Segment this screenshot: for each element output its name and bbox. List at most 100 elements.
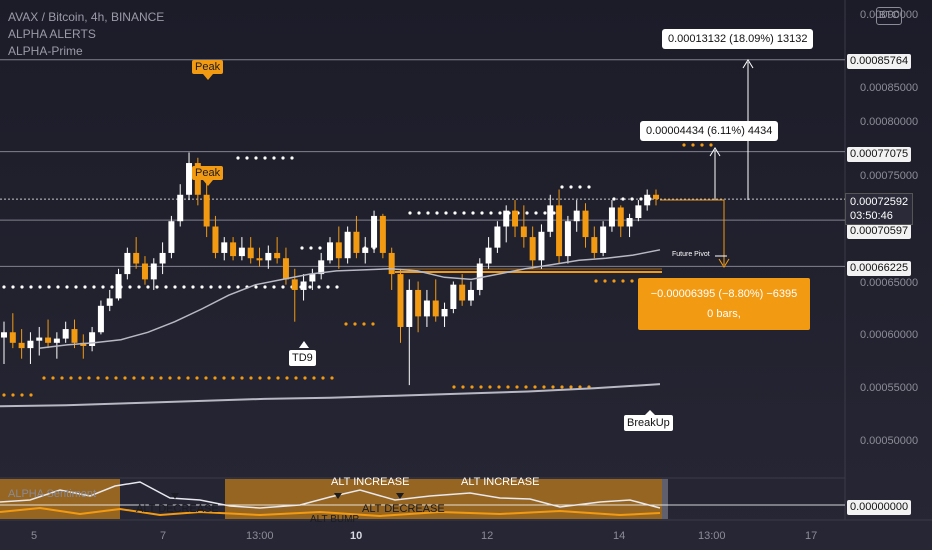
resistance-dots [245,156,249,160]
resistance-dots [408,211,412,215]
resistance-dots [462,211,466,215]
candle-body [547,205,554,232]
current-price-tag: 0.00072592 03:50:46 [845,193,914,225]
candle-body [265,252,272,261]
candle-body [388,252,395,275]
resistance-dots [263,285,267,289]
support-dots [29,393,33,397]
candle-body [53,338,60,343]
candle-body [397,274,404,327]
candle-body [36,337,43,341]
resistance-dots [38,285,42,289]
time-tick: 7 [160,530,167,542]
candle-body [106,298,113,306]
resistance-dots [128,285,132,289]
candle-body [168,221,175,253]
measure-callout-upper: 0.00013132 (18.09%) 13132 [662,29,814,49]
support-dots [276,376,280,380]
support-dots [569,385,573,389]
resistance-dots [309,246,313,250]
resistance-dots [254,156,258,160]
resistance-dots [29,285,33,289]
candle-body [371,215,378,248]
axis-tick: 0.00085000 [860,82,919,94]
support-dots [371,322,375,326]
support-dots [515,385,519,389]
alt-marker [334,493,342,499]
candle-body [644,194,651,206]
alt-marker [396,493,404,499]
support-dots [506,385,510,389]
resistance-dots [444,211,448,215]
sub-pane-name: ALPHA Sentiment [8,488,97,500]
resistance-dots [525,211,529,215]
measure-callout-lower: 0.00004434 (6.11%) 4434 [640,121,779,141]
currency-button[interactable]: BTC [876,7,902,25]
breakup-label: BreakUp [624,415,673,431]
candle-body [582,210,589,238]
target-dots [700,143,704,147]
resistance-dots [326,285,330,289]
candle-body [485,247,492,264]
sentiment-line-lower [0,506,661,518]
target-dots [682,143,686,147]
candle-body [18,342,25,349]
support-dots [204,376,208,380]
candle-body [591,237,598,253]
support-dots [231,376,235,380]
candle-body [274,252,281,259]
axis-tick: 0.00065000 [860,277,919,289]
candle-body [141,263,148,280]
candle-body [203,194,210,227]
support-dots [2,393,6,397]
support-dots [11,393,15,397]
resistance-dots [56,285,60,289]
support-dots [603,279,607,283]
support-dots [524,385,528,389]
time-tick: 17 [805,530,818,542]
support-dots [330,376,334,380]
resistance-dots [137,285,141,289]
resistance-dots [308,285,312,289]
time-tick: 5 [31,530,38,542]
support-dots [630,279,634,283]
support-dots [479,385,483,389]
support-dots [177,376,181,380]
candle-body [556,205,563,257]
candle-body [45,337,52,343]
support-dots [362,322,366,326]
candle-body [441,308,448,317]
resistance-dots [263,156,267,160]
support-dots [497,385,501,389]
symbol-title: AVAX / Bitcoin, 4h, BINANCE [8,10,165,24]
support-dots [578,385,582,389]
indicator-alpha-alerts[interactable]: ALPHA ALERTS [8,27,96,41]
resistance-dots [92,285,96,289]
candle-body [415,289,422,317]
resistance-dots [47,285,51,289]
resistance-dots [435,211,439,215]
axis-tick: 0.00090000 [860,9,919,21]
alt-decrease-label: ALT DECREASE [362,503,445,515]
support-dots [560,385,564,389]
support-dots [258,376,262,380]
candle-body [503,210,510,227]
support-dots [123,376,127,380]
support-dots [150,376,154,380]
candle-body [256,258,263,261]
resistance-dots [2,285,6,289]
resistance-dots [281,156,285,160]
candle-body [362,247,369,253]
support-dots [461,385,465,389]
resistance-dots [587,185,591,189]
support-dots [267,376,271,380]
time-tick: 14 [613,530,626,542]
indicator-alpha-prime[interactable]: ALPHA-Prime [8,44,83,58]
candle-body [450,284,457,309]
resistance-dots [227,285,231,289]
candle-body [653,194,659,200]
candle-body [80,342,87,346]
candle-body [476,263,483,290]
candle-body [529,237,536,261]
